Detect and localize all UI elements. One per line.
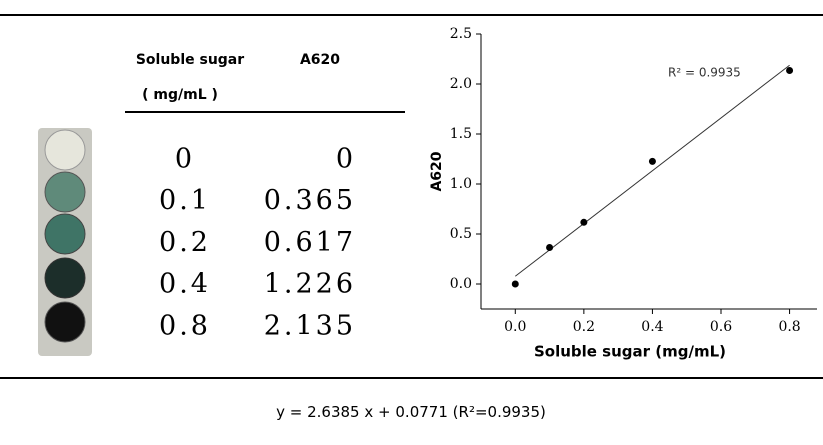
fit-line bbox=[514, 64, 790, 277]
cell: 0.4 bbox=[159, 269, 211, 300]
cell: 0.2 bbox=[159, 227, 211, 258]
y-tick-label: 1.5 bbox=[450, 126, 472, 142]
y-tick-label: 1.0 bbox=[450, 176, 472, 192]
cell: 0.8 bbox=[159, 310, 211, 341]
cell: 0.365 bbox=[264, 185, 356, 216]
header: Soluble sugar bbox=[136, 52, 244, 68]
eq-part: x + bbox=[364, 403, 390, 421]
eq-slope: 2.6385 bbox=[307, 403, 360, 421]
annotation: R² = 0.9935 bbox=[668, 66, 741, 80]
cell: 2.135 bbox=[264, 310, 356, 341]
eq-r2: (R²=0.9935) bbox=[453, 403, 546, 421]
y-tick-label: 2.0 bbox=[450, 76, 472, 92]
y-tick-label: 0.0 bbox=[450, 276, 472, 292]
point bbox=[648, 157, 656, 165]
x-tick-label: 0.8 bbox=[778, 319, 800, 335]
cell: 1.226 bbox=[264, 269, 356, 300]
header: A620 bbox=[300, 52, 340, 68]
eq-part: y = bbox=[276, 403, 302, 421]
x-tick-label: 0.0 bbox=[504, 319, 526, 335]
point bbox=[546, 244, 554, 251]
point bbox=[511, 280, 519, 288]
point bbox=[580, 218, 588, 226]
cell: 0.1 bbox=[159, 185, 211, 216]
x-axis-label: Soluble sugar (mg/mL) bbox=[534, 343, 726, 361]
y-tick-label: 0.5 bbox=[450, 226, 472, 242]
x-tick-label: 0.2 bbox=[573, 319, 595, 335]
eq-intercept: 0.0771 bbox=[395, 403, 448, 421]
wells bbox=[38, 128, 92, 356]
y-tick-label: 2.5 bbox=[450, 26, 472, 42]
unit: ( mg/mL ) bbox=[142, 87, 218, 103]
cell: 0 bbox=[336, 144, 356, 175]
x-tick-label: 0.6 bbox=[710, 319, 732, 335]
x-tick-label: 0.4 bbox=[641, 319, 663, 335]
point bbox=[786, 67, 794, 74]
cell: 0 bbox=[175, 144, 195, 175]
y-axis-label: A620 bbox=[429, 151, 445, 191]
cell: 0.617 bbox=[264, 227, 356, 258]
equation: y = 2.6385 x + 0.0771 (R²=0.9935) bbox=[276, 403, 546, 421]
